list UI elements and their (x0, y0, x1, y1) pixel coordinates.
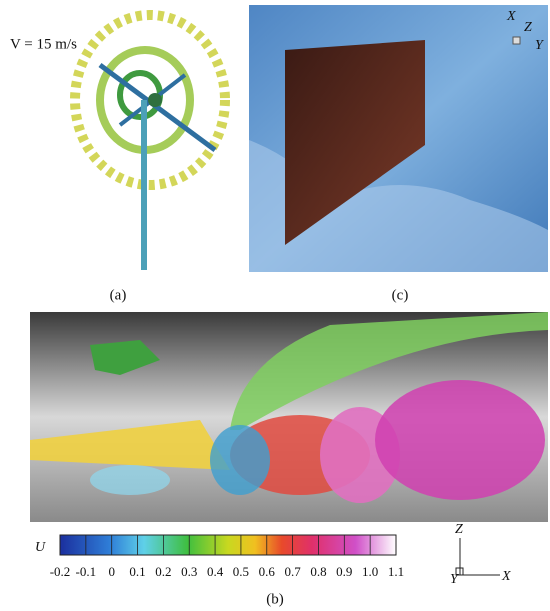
colorbar-tick-label: -0.1 (76, 564, 97, 579)
colorbar-tick-label: 0.6 (259, 564, 276, 579)
colorbar-tick-label: 0.8 (310, 564, 326, 579)
colorbar-tick-label: 1.0 (362, 564, 378, 579)
caption: (b) (266, 591, 284, 607)
panel-a-image (75, 15, 225, 270)
figure: V = 15 m/s (a) X Z Y (c) U -0.2 -0.1 0 0.1 0… (0, 0, 550, 611)
panel-c-image (249, 5, 548, 272)
colorbar (60, 535, 396, 555)
panel-b-image (30, 312, 548, 522)
colorbar-tick-label: 0.1 (129, 564, 145, 579)
colorbar-tick-label: 0.2 (155, 564, 171, 579)
colorbar-tick-label: 0.3 (181, 564, 197, 579)
colorbar-tick-label: 0.4 (207, 564, 224, 579)
annotation: V = 15 m/s (10, 36, 77, 52)
colorbar-tick-label: 0.5 (233, 564, 249, 579)
colorbar-tick-label: 1.1 (388, 564, 404, 579)
colorbar-label: U (35, 540, 46, 555)
axis-label: Y (450, 572, 460, 587)
caption: (c) (392, 287, 409, 303)
caption: (a) (110, 287, 127, 303)
colorbar-tick-label: 0 (108, 564, 115, 579)
axis-label: Z (524, 20, 532, 35)
axis-label: X (501, 569, 511, 584)
axis-triad (456, 538, 500, 575)
axis-label: X (506, 9, 516, 24)
colorbar-tick-label: -0.2 (50, 564, 71, 579)
axis-label: Z (455, 522, 463, 537)
colorbar-tick-label: 0.9 (336, 564, 352, 579)
colorbar-tick-label: 0.7 (284, 564, 301, 579)
